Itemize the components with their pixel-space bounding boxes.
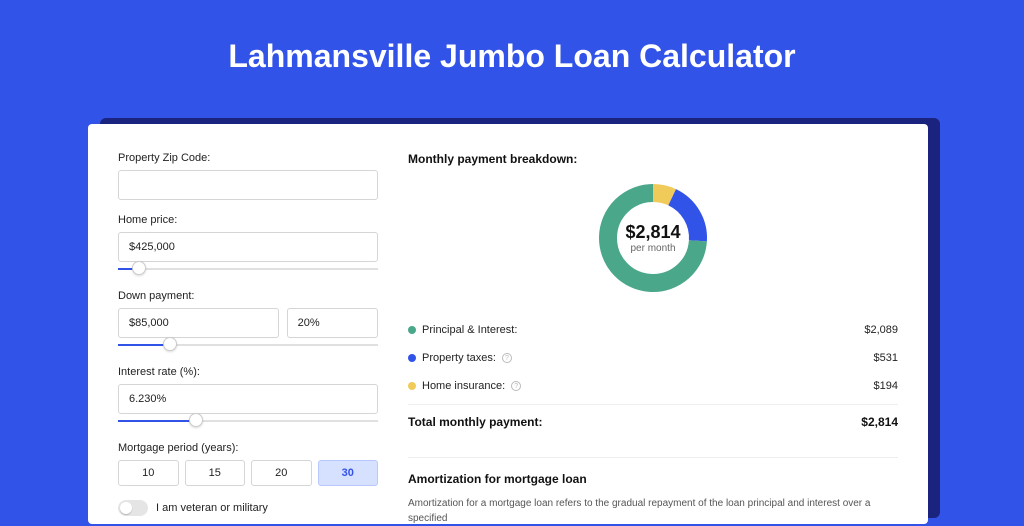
donut-chart: $2,814 per month (408, 178, 898, 298)
home-price-group: Home price: (118, 214, 378, 276)
legend-dot (408, 382, 416, 390)
interest-label: Interest rate (%): (118, 366, 378, 378)
amortization-body: Amortization for a mortgage loan refers … (408, 496, 898, 526)
home-price-label: Home price: (118, 214, 378, 226)
donut-sub: per month (625, 243, 680, 254)
breakdown-title: Monthly payment breakdown: (408, 152, 898, 166)
slider-thumb[interactable] (163, 337, 177, 351)
slider-thumb[interactable] (132, 261, 146, 275)
legend-dot (408, 354, 416, 362)
total-label: Total monthly payment: (408, 415, 542, 429)
breakdown-label: Principal & Interest: (422, 324, 517, 336)
period-option-20[interactable]: 20 (251, 460, 312, 486)
zip-input[interactable] (118, 170, 378, 200)
period-option-10[interactable]: 10 (118, 460, 179, 486)
veteran-toggle[interactable] (118, 500, 148, 516)
breakdown-value: $531 (874, 352, 898, 364)
period-group: Mortgage period (years): 10152030 (118, 442, 378, 486)
period-label: Mortgage period (years): (118, 442, 378, 454)
veteran-toggle-row: I am veteran or military (118, 500, 378, 516)
interest-input[interactable] (118, 384, 378, 414)
down-payment-amount-input[interactable] (118, 308, 279, 338)
zip-label: Property Zip Code: (118, 152, 378, 164)
page-title: Lahmansville Jumbo Loan Calculator (0, 0, 1024, 103)
breakdown-value: $194 (874, 380, 898, 392)
period-options: 10152030 (118, 460, 378, 486)
zip-group: Property Zip Code: (118, 152, 378, 200)
down-payment-group: Down payment: (118, 290, 378, 352)
info-icon[interactable]: ? (502, 353, 512, 363)
toggle-knob (120, 502, 132, 514)
breakdown-label: Home insurance: (422, 380, 505, 392)
breakdown-line: Property taxes:? $531 (408, 344, 898, 372)
home-price-input[interactable] (118, 232, 378, 262)
donut-amount: $2,814 (625, 222, 680, 243)
slider-thumb[interactable] (189, 413, 203, 427)
breakdown-value: $2,089 (864, 324, 898, 336)
total-line: Total monthly payment: $2,814 (408, 404, 898, 439)
info-icon[interactable]: ? (511, 381, 521, 391)
form-column: Property Zip Code: Home price: Down paym… (118, 152, 378, 524)
total-value: $2,814 (861, 415, 898, 429)
legend-dot (408, 326, 416, 334)
donut-center: $2,814 per month (625, 222, 680, 254)
interest-group: Interest rate (%): (118, 366, 378, 428)
down-payment-label: Down payment: (118, 290, 378, 302)
interest-slider[interactable] (118, 416, 378, 428)
down-payment-percent-input[interactable] (287, 308, 378, 338)
veteran-label: I am veteran or military (156, 502, 268, 514)
breakdown-label: Property taxes: (422, 352, 496, 364)
period-option-30[interactable]: 30 (318, 460, 379, 486)
slider-track (118, 268, 378, 270)
breakdown-line: Home insurance:? $194 (408, 372, 898, 400)
amortization-title: Amortization for mortgage loan (408, 457, 898, 486)
breakdown-column: Monthly payment breakdown: $2,814 per mo… (398, 152, 898, 524)
breakdown-line: Principal & Interest: $2,089 (408, 316, 898, 344)
home-price-slider[interactable] (118, 264, 378, 276)
slider-fill (118, 420, 196, 422)
down-payment-slider[interactable] (118, 340, 378, 352)
calculator-card: Property Zip Code: Home price: Down paym… (88, 124, 928, 524)
period-option-15[interactable]: 15 (185, 460, 246, 486)
donut-segment (653, 193, 672, 197)
